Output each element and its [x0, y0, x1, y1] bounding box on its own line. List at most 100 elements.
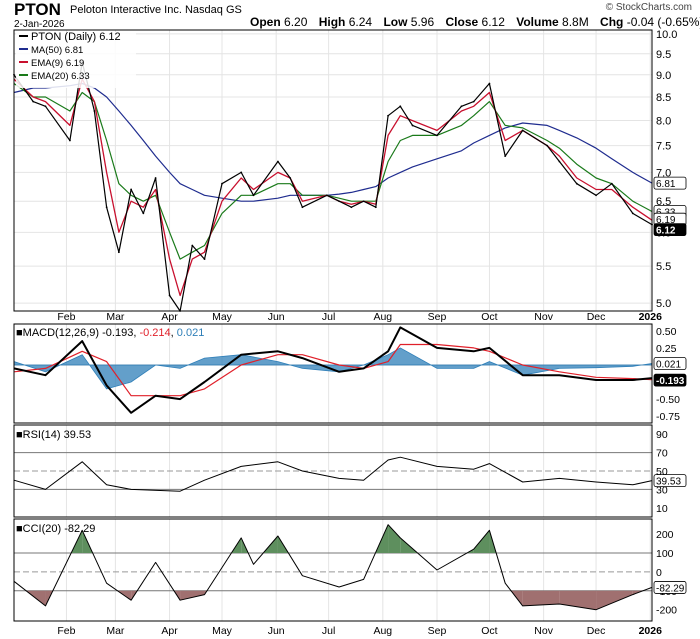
x-axis-label-bottom: Jul	[322, 625, 335, 637]
price-y-tick: 9.0	[656, 70, 671, 82]
open-value: 6.20	[284, 15, 308, 29]
price-right-label: 6.81	[656, 179, 676, 190]
x-axis-label-bottom: Feb	[57, 625, 75, 637]
price-point	[154, 177, 157, 179]
price-point	[277, 160, 279, 163]
price-point	[130, 188, 133, 191]
price-point	[44, 105, 47, 108]
price-point	[488, 82, 491, 85]
cci-y-tick: 0	[656, 567, 662, 579]
x-axis-label-top: Jul	[322, 311, 335, 323]
price-legend-item: MA(50) 6.81	[31, 45, 83, 56]
price-legend-item: EMA(20) 6.33	[31, 71, 90, 82]
rsi-right-label: 39.53	[656, 477, 681, 488]
macd-y-tick: -0.75	[656, 411, 680, 423]
rsi-panel-frame	[13, 424, 653, 518]
company-name-text: Peloton Interactive Inc.	[70, 4, 182, 16]
price-y-tick: 5.0	[656, 298, 671, 310]
price-point	[610, 182, 613, 185]
macd-y-tick: -0.50	[656, 394, 680, 406]
price-point	[203, 258, 206, 261]
price-point	[325, 194, 328, 197]
price-y-tick: 7.0	[656, 167, 671, 179]
x-axis-label-bottom: Sep	[428, 625, 447, 637]
exchange-name: Nasdaq GS	[184, 4, 242, 16]
cci-shade	[596, 590, 633, 610]
rsi-y-tick: 30	[656, 484, 668, 496]
cci-y-tick: 100	[656, 548, 674, 560]
price-point	[631, 212, 634, 215]
x-axis-label-bottom: Nov	[534, 625, 553, 637]
price-point	[168, 294, 171, 297]
macd-histogram	[13, 347, 653, 390]
price-point	[575, 182, 578, 185]
macd-right-label-bg	[653, 373, 687, 387]
quote-bar: Open 6.20 High 6.24 Low 5.96 Close 6.12 …	[250, 15, 700, 29]
price-point	[436, 134, 438, 137]
price-legend-bg	[16, 32, 136, 88]
x-axis-label-top: Dec	[587, 311, 606, 323]
price-point	[105, 206, 108, 209]
cci-right-label: -82.29	[656, 583, 685, 594]
copyright[interactable]: © StockCharts.com	[605, 2, 692, 13]
rsi-right-label-bg	[653, 474, 687, 488]
x-axis-label-top: Aug	[373, 311, 392, 323]
price-point	[117, 251, 120, 254]
cci-shade	[473, 530, 490, 553]
rsi-y-tick: 50	[656, 466, 668, 478]
chg-value: -0.04 (-0.65%)	[626, 15, 700, 29]
rsi-y-tick: 10	[656, 503, 668, 515]
x-axis-label-top: Nov	[534, 311, 553, 323]
price-legend-item: PTON (Daily) 6.12	[31, 31, 121, 43]
price-point	[460, 105, 463, 108]
macd-y-tick: 0.25	[656, 343, 677, 355]
price-point	[558, 160, 561, 163]
x-axis-label-top: 2026	[639, 311, 663, 323]
cci-right-label-bg	[653, 581, 687, 594]
price-right-label-bg	[653, 223, 687, 237]
low-label: Low	[383, 15, 408, 29]
rsi-line	[13, 456, 653, 492]
volume-value: 8.8M	[562, 15, 589, 29]
price-y-tick: 9.5	[656, 49, 671, 61]
x-axis-label-bottom: May	[212, 625, 233, 637]
macd-right-label: 0.021	[656, 360, 681, 371]
x-axis-label-top: Feb	[57, 311, 75, 323]
price-y-tick: 8.0	[656, 116, 671, 128]
price-point	[411, 124, 414, 127]
price-point	[221, 182, 223, 185]
x-axis-label-top: Sep	[428, 311, 447, 323]
macd-signal-line	[13, 343, 653, 397]
price-point	[289, 177, 292, 179]
price-point	[191, 244, 194, 247]
x-axis-label-top: May	[212, 311, 233, 323]
x-axis-label-bottom: Apr	[161, 625, 178, 637]
cci-shade	[180, 590, 205, 601]
macd-panel-frame	[13, 323, 653, 424]
cci-line	[13, 524, 653, 611]
price-right-label: 6.19	[656, 215, 676, 226]
chg-label: Chg	[600, 15, 624, 29]
x-axis-label-top: Oct	[481, 311, 497, 323]
chart-date: 2-Jan-2026	[14, 19, 65, 30]
price-legend-item: EMA(9) 6.19	[31, 58, 84, 69]
price-point	[301, 206, 304, 209]
cci-shade	[522, 590, 560, 606]
price-point	[93, 110, 96, 112]
macd-right-label-bg	[653, 357, 687, 370]
cci-y-tick: 200	[656, 529, 674, 541]
price-point	[374, 206, 377, 209]
price-point	[350, 206, 353, 209]
company-name: Peloton Interactive Inc. Nasdaq GS	[70, 4, 242, 16]
price-point	[32, 100, 35, 103]
price-point	[387, 114, 389, 117]
price-y-tick: 7.5	[656, 141, 671, 153]
x-axis-label-top: Jun	[268, 311, 285, 323]
price-panel-frame	[13, 29, 653, 312]
high-value: 6.24	[348, 15, 373, 29]
price-y-tick: 5.5	[656, 261, 671, 273]
macd-y-tick: 0.50	[656, 326, 677, 338]
cci-shade	[388, 524, 401, 553]
price-series-1	[13, 82, 653, 202]
